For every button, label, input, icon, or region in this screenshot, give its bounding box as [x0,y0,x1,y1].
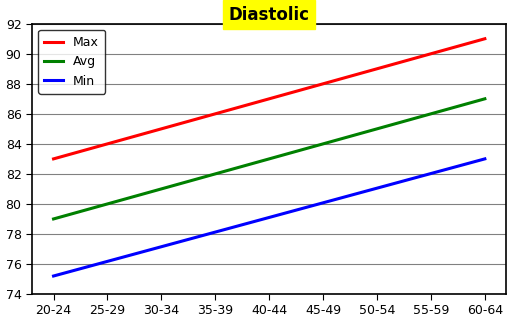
Max [212,112,218,116]
Min [320,201,326,205]
Max [104,142,111,146]
Avg [374,127,380,131]
Avg [104,202,111,206]
Min [482,157,488,161]
Max [482,37,488,41]
Avg [482,97,488,101]
Line: Min: Min [54,159,485,276]
Avg [320,142,326,146]
Min [266,215,272,219]
Min [51,274,57,278]
Min [374,186,380,190]
Avg [428,112,434,116]
Max [428,52,434,56]
Max [51,157,57,161]
Min [104,259,111,263]
Title: Diastolic: Diastolic [229,5,310,24]
Min [158,245,164,249]
Legend: Max, Avg, Min: Max, Avg, Min [38,30,105,94]
Avg [158,187,164,191]
Line: Avg: Avg [54,99,485,219]
Avg [212,172,218,176]
Line: Max: Max [54,39,485,159]
Max [266,97,272,101]
Avg [266,157,272,161]
Avg [51,217,57,221]
Max [374,67,380,71]
Max [158,127,164,131]
Max [320,82,326,86]
Min [212,230,218,234]
Min [428,172,434,175]
